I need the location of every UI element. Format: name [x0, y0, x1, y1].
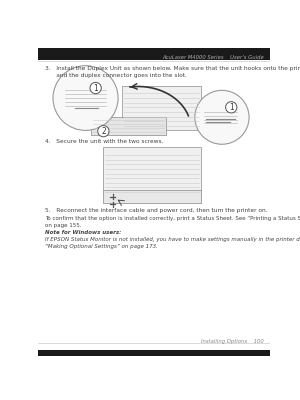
- Text: 1: 1: [229, 103, 234, 112]
- Bar: [38, 350, 270, 356]
- Text: AcuLaser M4000 Series    User’s Guide: AcuLaser M4000 Series User’s Guide: [162, 55, 264, 60]
- Text: 2: 2: [101, 127, 106, 136]
- Text: 5.   Reconnect the interface cable and power cord, then turn the printer on.: 5. Reconnect the interface cable and pow…: [45, 208, 268, 213]
- FancyBboxPatch shape: [103, 190, 201, 203]
- Circle shape: [53, 66, 118, 130]
- Text: Note for Windows users:: Note for Windows users:: [45, 230, 122, 236]
- FancyBboxPatch shape: [122, 86, 201, 130]
- Text: 4.   Secure the unit with the two screws.: 4. Secure the unit with the two screws.: [45, 139, 164, 144]
- FancyBboxPatch shape: [91, 116, 166, 135]
- Text: 3.   Install the Duplex Unit as shown below. Make sure that the unit hooks onto : 3. Install the Duplex Unit as shown belo…: [45, 66, 300, 78]
- Text: Installing Options    100: Installing Options 100: [201, 339, 264, 344]
- Bar: [38, 48, 270, 60]
- Circle shape: [195, 90, 249, 144]
- Text: 1: 1: [93, 84, 98, 92]
- Text: If EPSON Status Monitor is not installed, you have to make settings manually in : If EPSON Status Monitor is not installed…: [45, 237, 300, 249]
- Text: To confirm that the option is installed correctly, print a Status Sheet. See “Pr: To confirm that the option is installed …: [45, 216, 300, 228]
- FancyBboxPatch shape: [103, 147, 201, 195]
